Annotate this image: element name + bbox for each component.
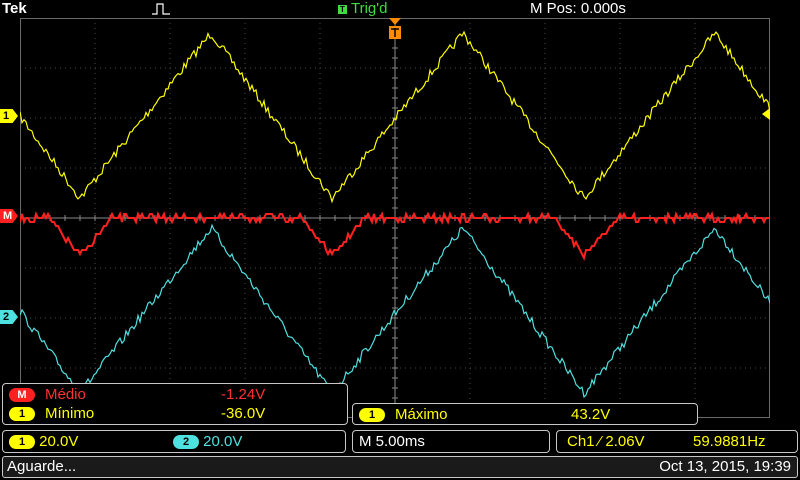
horizontal-position-readout: M Pos: 0.000s bbox=[530, 0, 626, 17]
timebase-value: M 5.00ms bbox=[359, 433, 425, 450]
ch1-waveform bbox=[20, 30, 770, 204]
measurement-medio: M Médio -1.24V bbox=[9, 385, 339, 405]
math-ground-marker[interactable]: M bbox=[0, 209, 18, 223]
trigger-box[interactable]: Ch1 ⁄ 2.06V 59.9881Hz bbox=[556, 430, 798, 453]
ch1-badge: 1 bbox=[359, 408, 385, 422]
waveform-display[interactable] bbox=[20, 18, 770, 418]
ch2-scale[interactable]: 2 20.0V bbox=[173, 433, 242, 451]
ch2-scale-value: 20.0V bbox=[203, 433, 243, 450]
measurement-value: 43.2V bbox=[571, 406, 611, 423]
ch1-badge: 1 bbox=[9, 435, 35, 449]
trigger-position-marker bbox=[389, 18, 401, 25]
measurement-maximo: 1 Máximo 43.2V bbox=[359, 405, 689, 425]
trigger-level-marker bbox=[762, 108, 770, 120]
ch2-badge: 2 bbox=[173, 435, 199, 449]
measurement-value: -1.24V bbox=[221, 386, 266, 403]
measurement-panel-right: 1 Máximo 43.2V bbox=[352, 403, 698, 425]
trigger-status: T Trig'd bbox=[338, 1, 387, 17]
measurement-panel-left: M Médio -1.24V 1 Mínimo -36.0V bbox=[2, 383, 348, 425]
ch1-scale[interactable]: 1 20.0V bbox=[9, 433, 78, 451]
trigger-frequency: 59.9881Hz bbox=[693, 433, 766, 450]
message-bar: Aguarde... Oct 13, 2015, 19:39 bbox=[2, 456, 798, 478]
trigger-status-label: Trig'd bbox=[351, 0, 388, 17]
top-status-bar: Tek T Trig'd M Pos: 0.000s bbox=[0, 0, 800, 18]
channel-scale-box[interactable]: 1 20.0V 2 20.0V bbox=[2, 430, 346, 453]
brand-logo: Tek bbox=[2, 0, 27, 17]
ch1-ground-marker[interactable]: 1 bbox=[0, 109, 18, 123]
measurement-label: Mínimo bbox=[45, 405, 95, 422]
ch2-waveform bbox=[20, 223, 770, 399]
acquisition-pulse-icon bbox=[152, 3, 170, 15]
measurement-label: Máximo bbox=[395, 406, 448, 423]
measurement-label: Médio bbox=[45, 386, 86, 403]
measurement-minimo: 1 Mínimo -36.0V bbox=[9, 404, 339, 424]
math-waveform bbox=[20, 211, 770, 261]
status-message: Aguarde... bbox=[7, 458, 77, 475]
measurement-value: -36.0V bbox=[221, 405, 266, 422]
ch1-badge: 1 bbox=[9, 407, 35, 421]
math-badge: M bbox=[9, 388, 35, 402]
trigger-status-icon: T bbox=[338, 5, 347, 14]
timebase-box[interactable]: M 5.00ms bbox=[352, 430, 550, 453]
date-time: Oct 13, 2015, 19:39 bbox=[659, 458, 791, 475]
trigger-level: Ch1 ⁄ 2.06V bbox=[567, 433, 645, 450]
ch2-ground-marker[interactable]: 2 bbox=[0, 310, 18, 324]
ch1-scale-value: 20.0V bbox=[39, 433, 79, 450]
